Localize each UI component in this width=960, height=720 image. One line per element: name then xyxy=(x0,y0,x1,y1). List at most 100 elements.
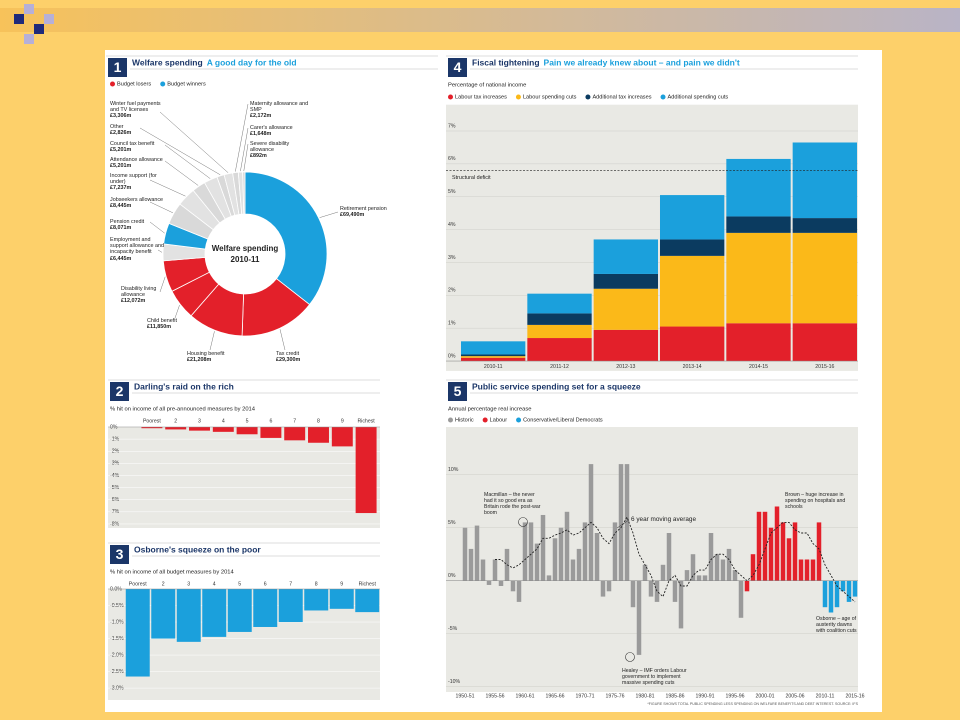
chart-title: Welfare spending xyxy=(132,57,203,67)
bar xyxy=(480,559,486,581)
bar xyxy=(738,580,744,618)
segment-label: Pension credit £8,071m xyxy=(110,219,168,231)
x-tick-label: 2005-06 xyxy=(785,693,804,699)
bar xyxy=(659,326,725,362)
bar xyxy=(606,580,612,592)
y-tick-label: -3% xyxy=(110,461,120,467)
x-tick-label: 2011-12 xyxy=(550,364,569,370)
segment-name: Attendance allowance xyxy=(110,157,163,163)
x-tick-label: 2000-01 xyxy=(755,693,774,699)
legend-swatch xyxy=(482,417,488,423)
number-box xyxy=(110,545,129,564)
y-tick-label: -6% xyxy=(110,497,120,503)
bar xyxy=(659,255,725,327)
bar xyxy=(151,589,176,639)
segment-label: Disability living allowance £12,072m xyxy=(121,286,179,305)
x-tick-label: 1975-76 xyxy=(605,693,624,699)
bar xyxy=(582,522,588,581)
bar xyxy=(726,548,732,581)
y-tick-label: 0.0% xyxy=(110,586,122,592)
y-tick-label: 5% xyxy=(448,189,456,195)
bar xyxy=(486,580,492,585)
deco-square xyxy=(44,14,54,24)
y-tick-label: -2.5% xyxy=(110,669,124,675)
bar xyxy=(564,511,570,581)
bar xyxy=(726,232,791,324)
y-tick-label: 3% xyxy=(448,255,456,261)
annotation: Healey – IMF orders Labour government to… xyxy=(622,668,687,686)
x-tick-label: 4 xyxy=(213,581,216,587)
bar xyxy=(750,554,756,581)
bar xyxy=(822,580,828,608)
axis-label: % hit on income of all pre-announced mea… xyxy=(110,407,256,413)
bar xyxy=(308,427,329,443)
y-tick-label: 6% xyxy=(448,156,456,162)
x-tick-label: 1985-86 xyxy=(665,693,684,699)
bar xyxy=(593,329,659,362)
y-tick-label: 5% xyxy=(448,520,456,526)
chart-number: 5 xyxy=(454,383,462,399)
legend-swatch xyxy=(585,94,591,100)
bar xyxy=(804,559,810,581)
segment-label: Other £2,826m xyxy=(110,124,168,136)
annotation: Osborne – age of austerity dawns with co… xyxy=(816,616,857,634)
annotation: 6 year moving average xyxy=(631,516,697,523)
bar xyxy=(516,580,522,602)
bar xyxy=(329,589,354,609)
segment-value: £21,208m xyxy=(187,357,212,364)
x-tick-label: Richest xyxy=(357,418,375,424)
segment-label: Retirement pension £69,490m xyxy=(340,206,402,218)
bar xyxy=(570,559,576,581)
bar xyxy=(846,580,852,602)
bar xyxy=(618,464,624,581)
segment-value: £3,306m xyxy=(110,113,132,120)
annotation-marker xyxy=(518,517,528,527)
segment-value: £892m xyxy=(250,153,267,160)
x-tick-label: 3 xyxy=(198,418,201,424)
bar xyxy=(828,580,834,613)
y-tick-label: -2% xyxy=(110,449,120,455)
x-tick-label: 2015-16 xyxy=(845,693,864,699)
bar xyxy=(253,589,278,627)
x-tick-label: 5 xyxy=(246,418,249,424)
segment-name: Winter fuel payments and TV licenses xyxy=(110,101,161,114)
legend-swatch xyxy=(448,94,453,100)
leader-line xyxy=(149,221,165,234)
x-tick-label: 2010-11 xyxy=(816,693,835,699)
x-tick-label: 6 xyxy=(269,418,272,424)
x-tick-label: 6 xyxy=(264,581,267,587)
segment-name: Employment and support allowance and inc… xyxy=(110,237,164,256)
bar xyxy=(816,522,822,581)
chart-title: Fiscal tightening xyxy=(472,57,540,67)
y-tick-label: -10% xyxy=(448,679,460,685)
segment-value: £2,172m xyxy=(250,113,272,120)
annotation-leader xyxy=(616,519,630,529)
y-tick-label: 2% xyxy=(448,288,456,294)
segment-label: Jobseekers allowance £8,445m xyxy=(110,197,168,209)
y-tick-label: -3.0% xyxy=(110,685,124,691)
bar xyxy=(527,293,592,314)
bar xyxy=(834,580,840,608)
segment-name: Disability living allowance xyxy=(121,286,157,299)
legend-swatch xyxy=(160,81,166,87)
bar xyxy=(852,580,858,597)
bar xyxy=(552,538,558,581)
annotation: Brown – huge increase in spending on hos… xyxy=(785,492,846,510)
bar xyxy=(678,580,684,629)
bar xyxy=(768,527,774,581)
bar xyxy=(474,525,480,581)
bar xyxy=(726,216,791,233)
bar xyxy=(648,580,654,597)
bar xyxy=(792,142,858,219)
chart-number: 1 xyxy=(114,59,122,75)
segment-label: Child benefit £11,850m xyxy=(147,318,205,330)
x-tick-label: Poorest xyxy=(143,418,161,424)
segment-name: Housing benefit xyxy=(187,351,225,357)
segment-name: Carer's allowance xyxy=(250,125,293,131)
bar xyxy=(593,239,659,274)
leader-line xyxy=(157,249,163,253)
axis-label: Percentage of national income xyxy=(448,83,526,89)
bar xyxy=(659,239,725,256)
leader-line xyxy=(235,103,249,172)
x-tick-label: 1960-61 xyxy=(515,693,534,699)
